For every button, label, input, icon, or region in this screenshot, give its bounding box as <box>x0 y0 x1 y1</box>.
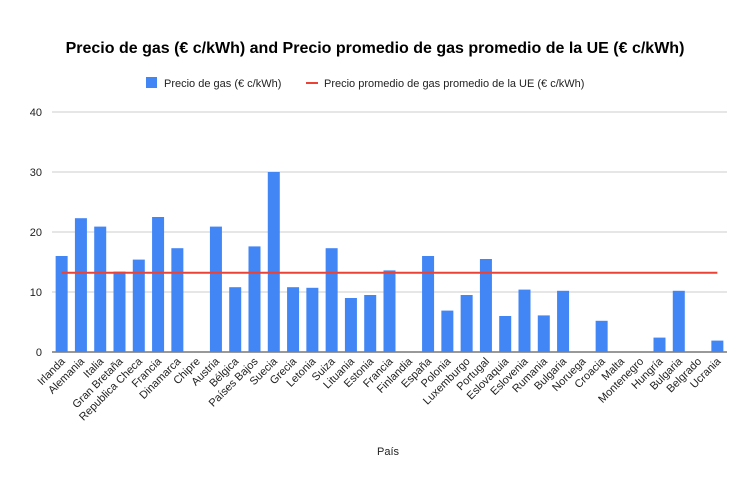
bar <box>248 246 261 352</box>
bar <box>518 289 531 352</box>
y-tick-label: 10 <box>30 287 42 299</box>
bar <box>325 248 338 352</box>
bar <box>422 256 435 352</box>
legend-swatch-bar <box>146 77 157 88</box>
chart-title: Precio de gas (€ c/kWh) and Precio prome… <box>65 40 685 57</box>
bar <box>499 316 512 352</box>
bar <box>74 218 87 352</box>
bar <box>557 290 570 352</box>
bar <box>460 295 473 352</box>
x-axis-title: País <box>377 446 400 458</box>
y-tick-label: 30 <box>30 167 42 179</box>
bar <box>364 295 377 352</box>
bar <box>441 310 454 352</box>
y-tick-label: 20 <box>30 227 42 239</box>
bar <box>344 298 357 352</box>
bar <box>383 270 396 352</box>
bar <box>132 259 145 352</box>
bar <box>94 226 107 352</box>
bar <box>287 287 300 352</box>
bar <box>209 226 222 352</box>
bar <box>229 287 242 352</box>
bar <box>672 290 685 352</box>
bar <box>711 340 724 352</box>
legend-label-bar: Precio de gas (€ c/kWh) <box>164 78 281 90</box>
bar <box>306 287 319 352</box>
legend-label-line: Precio promedio de gas promedio de la UE… <box>324 78 584 90</box>
bar <box>653 337 666 352</box>
bar <box>267 172 280 352</box>
bar <box>537 315 550 352</box>
bar <box>595 320 608 352</box>
bar <box>171 248 184 352</box>
bars <box>55 172 724 352</box>
bar <box>113 271 126 352</box>
bar <box>479 259 492 352</box>
y-axis: 0 10 20 30 40 <box>30 107 42 359</box>
bar <box>152 217 165 352</box>
y-tick-label: 40 <box>30 107 42 119</box>
y-tick-label: 0 <box>36 347 42 359</box>
bar <box>55 256 68 352</box>
legend: Precio de gas (€ c/kWh) Precio promedio … <box>146 77 584 90</box>
